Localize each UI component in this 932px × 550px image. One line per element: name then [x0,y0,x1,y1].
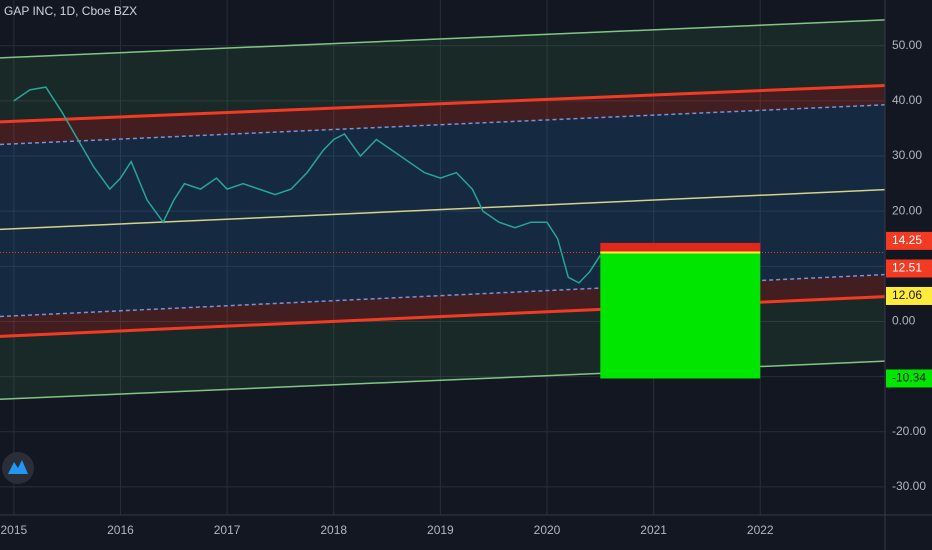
x-tick-label: 2022 [747,523,774,537]
x-tick-label: 2017 [214,523,241,537]
logo-icon [8,460,28,474]
channel-band [0,104,885,230]
price-label-bg [886,231,932,250]
price-label-bg [886,286,932,305]
y-tick-label: 50.00 [892,38,922,52]
price-line [13,86,601,284]
price-label: 12.51 [892,261,922,275]
channel-line [0,83,886,124]
x-tick-label: 2020 [534,523,561,537]
x-tick-label: 2021 [640,523,667,537]
y-tick-label: 30.00 [892,148,922,162]
x-tick-label: 2018 [320,523,347,537]
target-zone [600,252,761,379]
x-tick-label: 2016 [107,523,134,537]
channel-line [0,19,886,59]
price-label: -10.34 [892,371,926,385]
y-tick-label: 20.00 [892,203,922,217]
price-label: 12.06 [892,288,922,302]
y-tick-label: 40.00 [892,93,922,107]
x-tick-label: 2015 [1,523,28,537]
price-label: 14.25 [892,233,922,247]
channel-band [0,85,885,145]
price-label-bg [886,259,932,278]
stop-zone [600,242,761,253]
channel-band [0,19,885,122]
x-tick-label: 2019 [427,523,454,537]
channel-line [0,104,886,146]
y-tick-label: -20.00 [892,424,926,438]
price-label-bg [886,369,932,388]
y-tick-label: -30.00 [892,479,926,493]
channel-line [0,188,886,231]
y-tick-label: 0.00 [892,314,916,328]
chart-title: GAP INC, 1D, Cboe BZX [4,4,137,18]
